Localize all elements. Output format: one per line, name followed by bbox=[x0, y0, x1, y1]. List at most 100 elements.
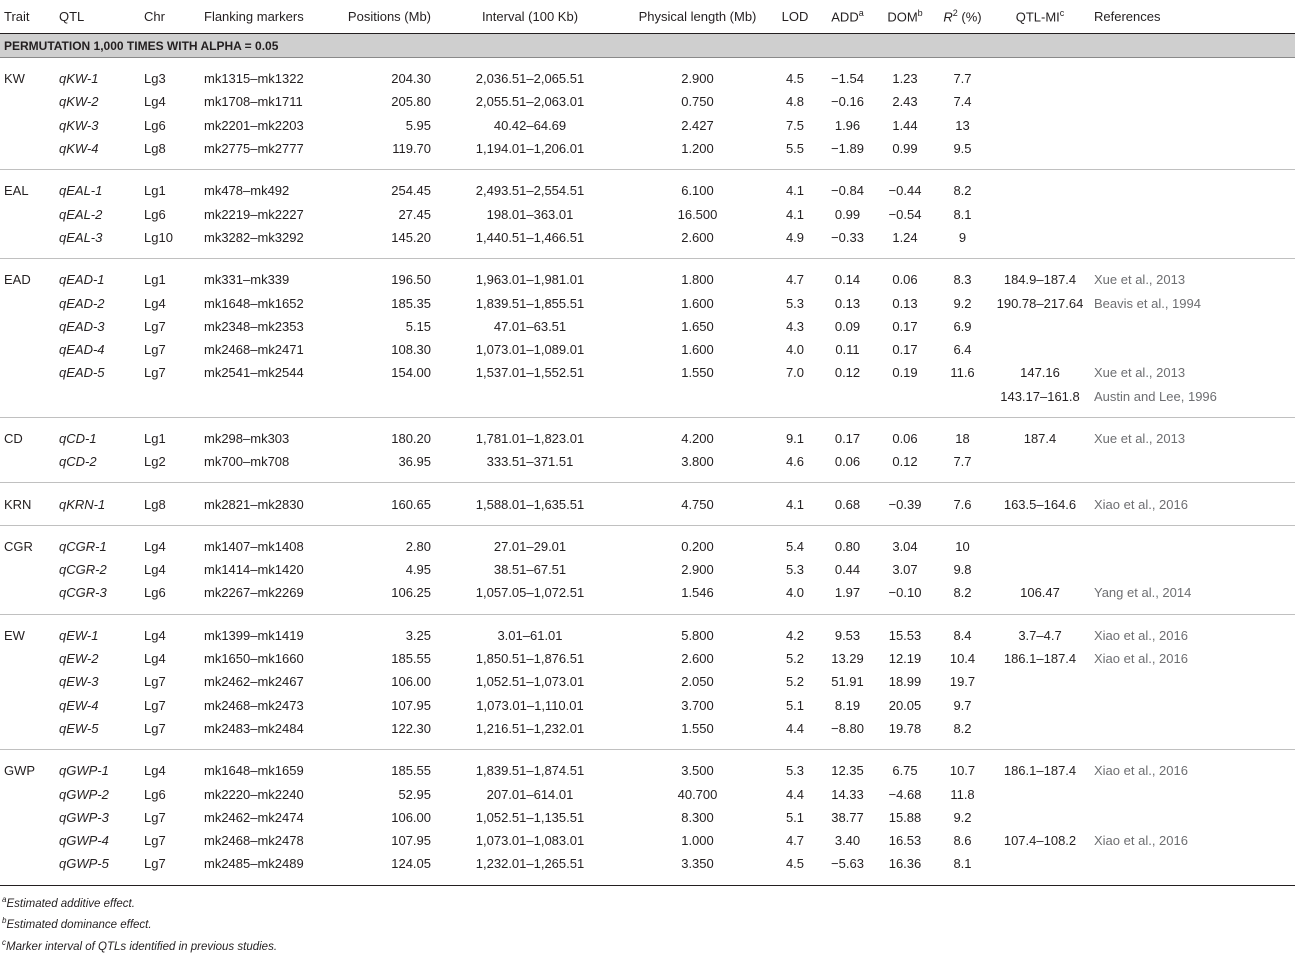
cell-chr: Lg6 bbox=[144, 206, 166, 222]
cell-references bbox=[1090, 136, 1295, 171]
cell-lod: 4.1 bbox=[785, 206, 805, 222]
cell-chr: Lg4 bbox=[144, 763, 166, 779]
cell-r: 8.2 bbox=[935, 716, 990, 751]
cell-r: 8.6 bbox=[953, 833, 972, 849]
cell-r: 9.5 bbox=[935, 136, 990, 171]
trait-cell bbox=[0, 202, 55, 225]
cell-interval-100-kb: 38.51–67.51 bbox=[493, 562, 567, 578]
table-row: qGWP-2 Lg6 mk2220–mk2240 52.95 207.01–614.01… bbox=[0, 782, 1295, 805]
cell-physical-length-mb: 3.700 bbox=[681, 697, 714, 713]
cell-lod: 4.2 bbox=[785, 627, 805, 643]
cell-qtl-mi bbox=[990, 806, 1090, 829]
header-dom-label: DOM bbox=[887, 9, 918, 25]
cell-chr: Lg4 bbox=[144, 538, 166, 554]
cell-dom: 2.43 bbox=[892, 94, 918, 110]
header-qtl-mi: QTL-MIc bbox=[990, 0, 1090, 34]
cell-flanking-markers: mk2485–mk2489 bbox=[200, 852, 330, 886]
cell-flanking-markers: mk3282–mk3292 bbox=[200, 225, 330, 260]
header-r2-suffix: (%) bbox=[957, 9, 982, 25]
cell-qtl: qCD-2 bbox=[55, 450, 140, 484]
cell-interval-100-kb: 2,055.51–2,063.01 bbox=[475, 94, 585, 110]
cell-lod: 5.4 bbox=[785, 538, 805, 554]
cell-qtl-mi: 147.16 bbox=[1020, 365, 1060, 381]
trait-cell bbox=[0, 291, 55, 314]
cell-r: 9.2 bbox=[953, 295, 972, 311]
cell-positions-mb: 160.65 bbox=[330, 482, 435, 526]
cell-references bbox=[1090, 338, 1295, 361]
cell-add: 1.96 bbox=[834, 117, 861, 133]
cell-qtl-mi bbox=[990, 90, 1090, 113]
cell-qtl: qKW-2 bbox=[59, 94, 99, 110]
cell-qtl-mi bbox=[990, 694, 1090, 717]
cell-dom: 0.99 bbox=[875, 136, 935, 171]
cell-chr: Lg6 bbox=[140, 581, 200, 615]
cell-lod: 5.1 bbox=[785, 809, 805, 825]
cell-qtl: qKW-4 bbox=[55, 136, 140, 171]
section-label: PERMUTATION 1,000 TIMES WITH ALPHA = 0.0… bbox=[0, 33, 1295, 58]
cell-references: Austin and Lee, 1996 bbox=[1090, 384, 1295, 418]
cell-add: −0.33 bbox=[820, 225, 875, 260]
cell-dom: 0.13 bbox=[892, 295, 918, 311]
cell-qtl: qEAD-3 bbox=[59, 318, 105, 334]
cell-lod bbox=[770, 384, 820, 418]
cell-qtl: qEAD-2 bbox=[59, 295, 105, 311]
cell-qtl: qEW-4 bbox=[59, 697, 99, 713]
cell-qtl-mi: 190.78–217.64 bbox=[996, 295, 1084, 311]
cell-positions-mb: 106.00 bbox=[391, 674, 431, 690]
cell-qtl-mi bbox=[990, 716, 1090, 751]
trait-cell bbox=[0, 114, 55, 137]
table-row: KRN qKRN-1 Lg8 mk2821–mk2830 160.65 1,588.01–… bbox=[0, 482, 1295, 526]
cell-qtl-mi: 184.9–187.4 bbox=[1003, 272, 1077, 288]
cell-chr: Lg6 bbox=[144, 786, 166, 802]
cell-chr: Lg7 bbox=[140, 716, 200, 751]
cell-lod: 9.1 bbox=[785, 431, 805, 446]
cell-dom: 0.17 bbox=[892, 318, 918, 334]
cell-qtl: qGWP-1 bbox=[59, 763, 109, 779]
table-row: EAL qEAL-1 Lg1 mk478–mk492 254.45 2,493.51–2,… bbox=[0, 170, 1295, 203]
cell-qtl-mi: 106.47 bbox=[990, 581, 1090, 615]
table-row: CD qCD-1 Lg1 mk298–mk303 180.20 1,781.01–1,82… bbox=[0, 417, 1295, 450]
cell-add: −8.80 bbox=[820, 716, 875, 751]
cell-flanking-markers: mk700–mk708 bbox=[200, 450, 330, 484]
cell-add: 0.11 bbox=[835, 342, 860, 358]
trait-cell bbox=[0, 647, 55, 670]
cell-r: 8.1 bbox=[953, 206, 972, 222]
cell-physical-length-mb: 1.550 bbox=[681, 365, 714, 381]
cell-r: 10.4 bbox=[949, 651, 976, 667]
cell-chr: Lg4 bbox=[144, 295, 166, 311]
cell-references: Xue et al., 2013 bbox=[1094, 365, 1186, 381]
footnote-text: Estimated dominance effect. bbox=[6, 919, 152, 932]
cell-r: 9.8 bbox=[953, 562, 972, 578]
cell-references bbox=[1090, 782, 1295, 805]
cell-physical-length-mb: 1.800 bbox=[681, 272, 714, 288]
trait-cell: EW bbox=[4, 627, 25, 643]
cell-positions-mb: 107.95 bbox=[391, 833, 431, 849]
cell-dom: −0.54 bbox=[888, 206, 922, 222]
cell-lod: 5.2 bbox=[785, 674, 805, 690]
cell-interval-100-kb: 1,073.01–1,083.01 bbox=[475, 833, 585, 849]
cell-add: −1.89 bbox=[820, 136, 875, 171]
table-row: GWP qGWP-1 Lg4 mk1648–mk1659 185.55 1,839.51–… bbox=[0, 750, 1295, 783]
cell-r: 13 bbox=[955, 117, 970, 133]
cell-physical-length-mb: 8.300 bbox=[681, 809, 714, 825]
cell-positions-mb: 185.55 bbox=[391, 763, 431, 779]
cell-qtl-mi bbox=[990, 852, 1090, 886]
header-physical-length: Physical length (Mb) bbox=[625, 0, 770, 34]
cell-interval-100-kb: 1,052.51–1,135.51 bbox=[475, 809, 585, 825]
cell-flanking-markers: mk2821–mk2830 bbox=[200, 482, 330, 526]
cell-chr: Lg7 bbox=[144, 833, 166, 849]
table-row: EW qEW-1 Lg4 mk1399–mk1419 3.25 3.01–61.01 5.8… bbox=[0, 614, 1295, 647]
cell-lod: 4.7 bbox=[785, 272, 805, 288]
cell-add: 1.97 bbox=[820, 581, 875, 615]
cell-flanking-markers bbox=[200, 384, 330, 418]
cell-flanking-markers: mk478–mk492 bbox=[204, 183, 290, 199]
cell-interval-100-kb: 3.01–61.01 bbox=[497, 627, 563, 643]
cell-r: 7.7 bbox=[935, 450, 990, 484]
cell-qtl: qGWP-3 bbox=[59, 809, 109, 825]
cell-qtl-mi bbox=[990, 114, 1090, 137]
cell-positions-mb: 122.30 bbox=[330, 716, 435, 751]
cell-qtl-mi: 107.4–108.2 bbox=[1003, 833, 1077, 849]
cell-dom: −0.44 bbox=[888, 183, 922, 199]
cell-lod: 4.8 bbox=[785, 94, 805, 110]
table-row: qEAL-3 Lg10 mk3282–mk3292 145.20 1,440.51–1,… bbox=[0, 225, 1295, 260]
